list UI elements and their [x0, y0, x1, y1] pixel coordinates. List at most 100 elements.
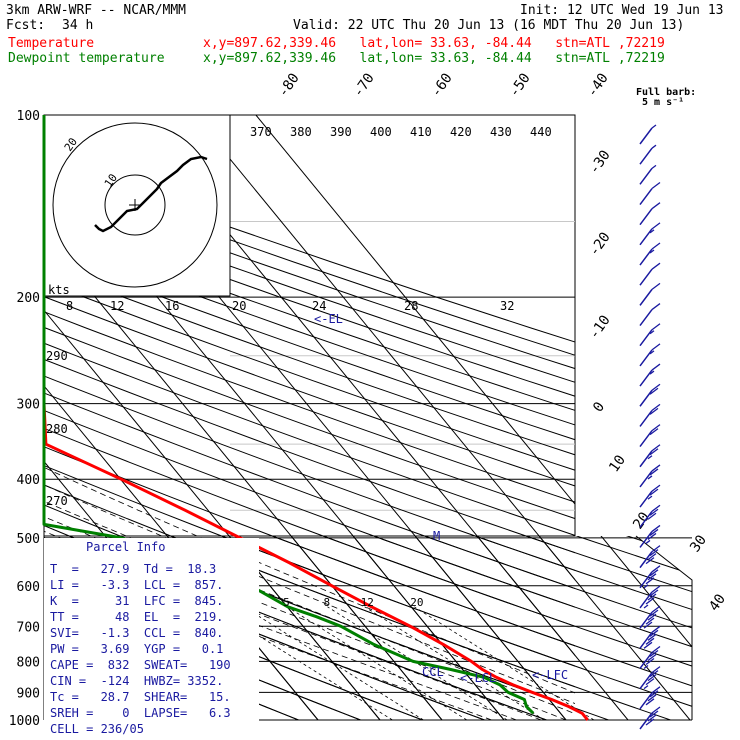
dry-adiabat [44, 266, 575, 456]
barb-flag [651, 403, 661, 411]
mixing-ratio-label: 8 [323, 596, 330, 609]
wind-barb [639, 444, 661, 468]
parcel-row: T = 27.9 Td = 18.3 [50, 562, 217, 576]
barb-staff [639, 571, 653, 589]
dry-adiabat [44, 252, 575, 441]
barb-flag [649, 589, 659, 597]
wind-barb [639, 605, 661, 629]
pressure-label: 600 [17, 580, 40, 595]
barb-flag [651, 645, 661, 654]
hodo-speed-label: 20 [232, 299, 246, 313]
isotherm [193, 536, 691, 720]
barb-flag [647, 512, 657, 520]
wind-barb [639, 464, 661, 488]
barb-staff [639, 652, 653, 669]
annotation-label: <-LFC [532, 668, 568, 682]
isotherm [69, 536, 567, 720]
annotation-label: <-LCL [460, 671, 496, 685]
parcel-row: CIN = -124 HWBZ= 3352. [50, 674, 224, 688]
dry-adiabat [44, 536, 692, 720]
barb-flag [649, 448, 659, 456]
isotherm [44, 536, 381, 720]
hodo-speed-label: 8 [66, 299, 73, 313]
wind-barb [639, 242, 661, 266]
barb-flag [651, 202, 661, 210]
model-title: 3km ARW-WRF -- NCAR/MMM [6, 3, 187, 18]
isotherm-label: -30 [586, 147, 614, 177]
wind-barb [639, 706, 661, 730]
parcel-row: K = 31 LFC = 845. [50, 594, 224, 608]
dry-adiabat [44, 536, 692, 720]
isotherm-label: -10 [586, 312, 614, 342]
theta-label: 430 [490, 125, 512, 139]
barb-half-flag [647, 495, 653, 500]
barb-flag [647, 714, 657, 722]
pressure-label: 400 [17, 473, 40, 488]
isotherm-label: -60 [428, 70, 456, 100]
isotherm [255, 115, 575, 505]
full-barb-value: 5 m s⁻¹ [642, 97, 685, 108]
barb-staff [639, 611, 653, 629]
barb-flag [651, 686, 661, 694]
barb-half-flag [649, 370, 655, 375]
barb-staff [639, 228, 653, 246]
barb-staff [639, 369, 653, 387]
barb-flag [651, 565, 661, 573]
hodo-kts-label: kts [48, 283, 70, 297]
barb-flag [645, 637, 655, 645]
annotation-label: <-EL [314, 312, 343, 326]
dewpoint-legend: Dewpoint temperature [8, 51, 165, 66]
barb-flag [651, 504, 661, 512]
wind-barb [639, 202, 661, 226]
wind-barb [639, 303, 661, 327]
wind-barb [639, 363, 661, 387]
barb-staff [639, 127, 653, 145]
dry-adiabat [44, 536, 423, 720]
hodo-ring-label: 20 [62, 135, 80, 153]
dry-adiabat [44, 185, 575, 370]
isotherm [193, 115, 575, 581]
pressure-label: 200 [17, 291, 40, 306]
barb-flag [643, 641, 653, 649]
barb-flag [645, 597, 655, 605]
barb-flag [649, 569, 659, 577]
barb-staff [639, 430, 653, 448]
dry-adiabat [44, 536, 692, 720]
barb-flag [649, 629, 659, 637]
barb-staff [639, 349, 653, 367]
barb-half-flag [647, 475, 653, 480]
init-time: Init: 12 UTC Wed 19 Jun 13 [520, 3, 724, 18]
moist-adiabat [44, 484, 575, 704]
pressure-label: 500 [17, 532, 40, 547]
barb-half-flag [643, 664, 649, 670]
mixing-ratio-line [364, 606, 545, 720]
barb-flag [651, 343, 661, 351]
barb-half-flag [649, 350, 655, 355]
barb-flag [649, 649, 659, 658]
barb-flag [651, 424, 661, 432]
barb-flag [651, 625, 661, 633]
dry-adiabat [44, 342, 575, 536]
parcel-row: LI = -3.3 LCL = 857. [50, 578, 224, 592]
barb-flag [649, 428, 659, 436]
wind-barb [639, 565, 661, 589]
barb-flag [647, 633, 657, 641]
wind-barb [639, 343, 661, 367]
wind-barb [639, 383, 661, 407]
barb-half-flag [649, 330, 655, 335]
barb-flag [647, 674, 657, 682]
barb-flag [651, 282, 661, 290]
dry-adiabat [44, 211, 575, 397]
wind-barb [639, 262, 661, 286]
barb-flag [647, 593, 657, 601]
isotherm [44, 536, 443, 720]
barb-staff [639, 490, 653, 508]
pressure-label: 1000 [9, 714, 40, 729]
isotherm-label: 30 [687, 532, 710, 555]
barb-flag [647, 613, 657, 621]
theta-label: 380 [290, 125, 312, 139]
mixing-ratio-label: 5 [283, 596, 290, 609]
barb-flag [651, 262, 661, 270]
pressure-label: 300 [17, 398, 40, 413]
isotherm [255, 536, 692, 720]
